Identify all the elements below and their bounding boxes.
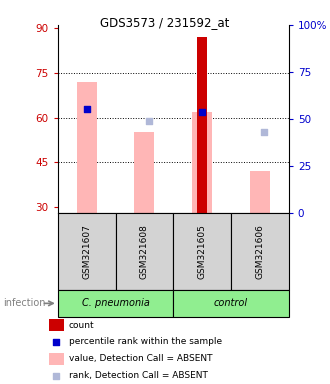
Bar — [77, 82, 97, 213]
Text: GSM321605: GSM321605 — [198, 224, 207, 279]
Text: percentile rank within the sample: percentile rank within the sample — [69, 338, 222, 346]
Text: GDS3573 / 231592_at: GDS3573 / 231592_at — [100, 16, 230, 29]
Bar — [49, 353, 64, 365]
Text: control: control — [214, 298, 248, 308]
Point — [84, 106, 89, 112]
Bar — [134, 132, 154, 213]
Point — [54, 372, 59, 379]
Bar — [197, 37, 207, 213]
Bar — [58, 213, 115, 290]
Bar — [115, 213, 173, 290]
Text: count: count — [69, 321, 95, 330]
Bar — [250, 171, 270, 213]
Point — [147, 118, 152, 124]
Text: C. pneumonia: C. pneumonia — [82, 298, 149, 308]
Bar — [173, 213, 231, 290]
Bar — [58, 290, 173, 317]
Text: rank, Detection Call = ABSENT: rank, Detection Call = ABSENT — [69, 371, 208, 380]
Point — [54, 339, 59, 345]
Bar — [192, 112, 212, 213]
Bar — [173, 290, 289, 317]
Bar — [231, 213, 289, 290]
Bar — [49, 319, 64, 331]
Text: GSM321607: GSM321607 — [82, 224, 91, 279]
Text: infection: infection — [3, 298, 46, 308]
Text: value, Detection Call = ABSENT: value, Detection Call = ABSENT — [69, 354, 213, 363]
Point — [199, 109, 205, 115]
Text: GSM321608: GSM321608 — [140, 224, 149, 279]
Point — [262, 129, 267, 136]
Text: GSM321606: GSM321606 — [255, 224, 264, 279]
